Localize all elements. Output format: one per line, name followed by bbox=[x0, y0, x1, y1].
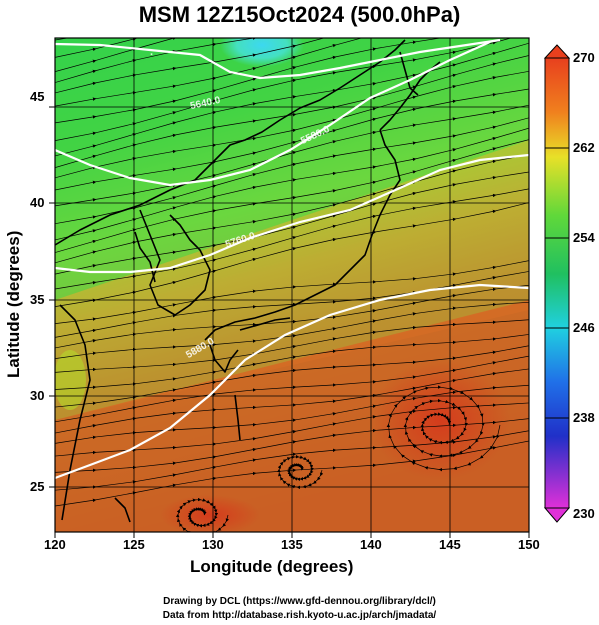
y-tick-label: 30 bbox=[30, 388, 45, 403]
colorbar-label: 230 bbox=[573, 506, 595, 521]
map-title: MSM 12Z15Oct2024 (500.0hPa) bbox=[138, 2, 461, 27]
coastlines bbox=[55, 39, 441, 523]
streamlines bbox=[55, 38, 529, 532]
svg-text:·: · bbox=[150, 49, 154, 61]
footer-credit-data: Data from http://database.rish.kyoto-u.a… bbox=[162, 610, 437, 621]
y-tick-label: 45 bbox=[30, 89, 45, 104]
x-tick-label: 140 bbox=[360, 537, 382, 552]
x-tick-label: 135 bbox=[281, 537, 303, 552]
y-tick-label: 25 bbox=[30, 479, 45, 494]
axis-ticks bbox=[49, 106, 530, 538]
x-tick-label: 150 bbox=[518, 537, 540, 552]
colorbar-label: 270 bbox=[573, 50, 595, 65]
x-axis-title: Longitude (degrees) bbox=[190, 557, 354, 576]
map-area: · bbox=[55, 38, 529, 532]
colorbar-label: 254 bbox=[573, 230, 595, 245]
streamline bbox=[386, 385, 501, 472]
y-tick-label: 35 bbox=[30, 292, 45, 307]
streamline bbox=[55, 38, 70, 41]
x-tick-label: 145 bbox=[439, 537, 461, 552]
x-tick-label: 120 bbox=[44, 537, 66, 552]
grid-lines bbox=[55, 38, 529, 532]
x-tick-label: 130 bbox=[202, 537, 224, 552]
streamline bbox=[277, 454, 324, 490]
footer-credit-drawing: Drawing by DCL (https://www.gfd-dennou.o… bbox=[163, 596, 436, 607]
colorbar-label: 238 bbox=[573, 410, 595, 425]
contour-lines bbox=[55, 38, 529, 480]
colorbar-label: 246 bbox=[573, 320, 595, 335]
colorbar bbox=[543, 44, 571, 523]
cold-core bbox=[220, 38, 304, 67]
colorbar-label: 262 bbox=[573, 140, 595, 155]
y-tick-label: 40 bbox=[30, 195, 45, 210]
y-axis-title: Latitude (degrees) bbox=[4, 230, 23, 378]
x-tick-label: 125 bbox=[123, 537, 145, 552]
